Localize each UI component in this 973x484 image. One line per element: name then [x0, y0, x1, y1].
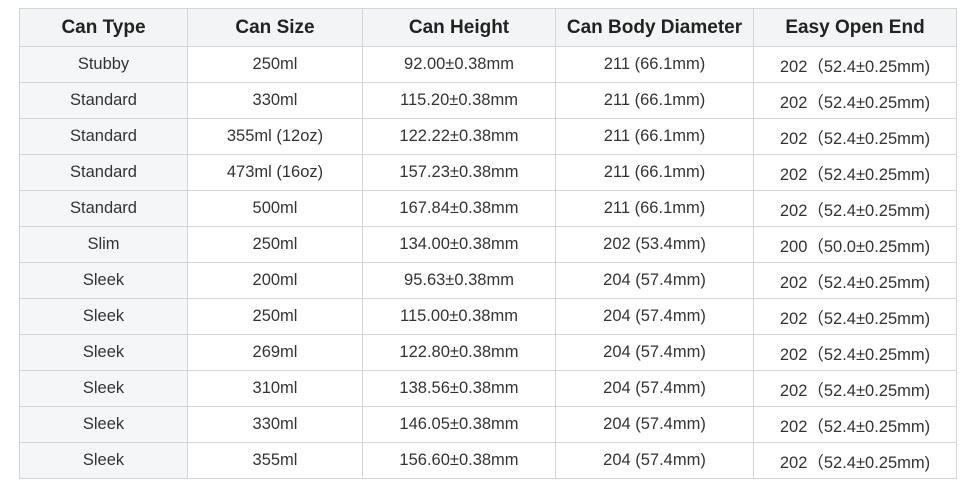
- cell-easy-open-end: 202（52.4±0.25mm): [753, 442, 957, 479]
- cell-can-type: Sleek: [19, 298, 188, 335]
- header-can-size: Can Size: [187, 8, 363, 47]
- cell-easy-open-end: 202（52.4±0.25mm): [753, 46, 957, 83]
- table-row: Sleek 200ml 95.63±0.38mm 204 (57.4mm) 202（52…: [19, 262, 957, 299]
- cell-can-size: 330ml: [187, 406, 363, 443]
- cell-can-body-diameter: 211 (66.1mm): [555, 190, 754, 227]
- cell-can-height: 167.84±0.38mm: [362, 190, 556, 227]
- cell-can-height: 146.05±0.38mm: [362, 406, 556, 443]
- table-row: Sleek 355ml 156.60±0.38mm 204 (57.4mm) 202（5…: [19, 442, 957, 479]
- cell-easy-open-end: 202（52.4±0.25mm): [753, 154, 957, 191]
- cell-can-height: 115.20±0.38mm: [362, 82, 556, 119]
- cell-can-body-diameter: 211 (66.1mm): [555, 46, 754, 83]
- cell-can-size: 250ml: [187, 46, 363, 83]
- cell-can-body-diameter: 204 (57.4mm): [555, 406, 754, 443]
- header-row: Can Type Can Size Can Height Can Body Diame…: [19, 8, 957, 47]
- cell-can-type: Standard: [19, 190, 188, 227]
- cell-easy-open-end: 202（52.4±0.25mm): [753, 298, 957, 335]
- cell-can-height: 92.00±0.38mm: [362, 46, 556, 83]
- cell-easy-open-end: 202（52.4±0.25mm): [753, 190, 957, 227]
- cell-can-type: Slim: [19, 226, 188, 263]
- cell-can-height: 122.22±0.38mm: [362, 118, 556, 155]
- table-row: Standard 473ml (16oz) 157.23±0.38mm 211 (66…: [19, 154, 957, 191]
- cell-can-body-diameter: 204 (57.4mm): [555, 298, 754, 335]
- table-row: Sleek 250ml 115.00±0.38mm 204 (57.4mm) 202（5…: [19, 298, 957, 335]
- cell-can-type: Standard: [19, 118, 188, 155]
- cell-can-height: 95.63±0.38mm: [362, 262, 556, 299]
- cell-easy-open-end: 202（52.4±0.25mm): [753, 262, 957, 299]
- cell-can-size: 473ml (16oz): [187, 154, 363, 191]
- header-easy-open-end: Easy Open End: [753, 8, 957, 47]
- cell-can-body-diameter: 204 (57.4mm): [555, 334, 754, 371]
- cell-can-type: Standard: [19, 154, 188, 191]
- cell-can-type: Stubby: [19, 46, 188, 83]
- cell-can-size: 269ml: [187, 334, 363, 371]
- cell-can-height: 134.00±0.38mm: [362, 226, 556, 263]
- table-row: Sleek 269ml 122.80±0.38mm 204 (57.4mm) 202（5…: [19, 334, 957, 371]
- cell-can-height: 115.00±0.38mm: [362, 298, 556, 335]
- cell-can-size: 330ml: [187, 82, 363, 119]
- cell-can-height: 156.60±0.38mm: [362, 442, 556, 479]
- table-row: Sleek 310ml 138.56±0.38mm 204 (57.4mm) 202（5…: [19, 370, 957, 407]
- cell-can-body-diameter: 211 (66.1mm): [555, 82, 754, 119]
- header-can-type: Can Type: [19, 8, 188, 47]
- table-row: Standard 355ml (12oz) 122.22±0.38mm 211 (66…: [19, 118, 957, 155]
- cell-easy-open-end: 200（50.0±0.25mm): [753, 226, 957, 263]
- cell-easy-open-end: 202（52.4±0.25mm): [753, 334, 957, 371]
- cell-can-type: Sleek: [19, 262, 188, 299]
- cell-can-body-diameter: 204 (57.4mm): [555, 370, 754, 407]
- cell-easy-open-end: 202（52.4±0.25mm): [753, 406, 957, 443]
- cell-can-size: 310ml: [187, 370, 363, 407]
- table-row: Sleek 330ml 146.05±0.38mm 204 (57.4mm) 202（5…: [19, 406, 957, 443]
- cell-can-height: 122.80±0.38mm: [362, 334, 556, 371]
- table-row: Slim 250ml 134.00±0.38mm 202 (53.4mm) 200（50…: [19, 226, 957, 263]
- cell-easy-open-end: 202（52.4±0.25mm): [753, 118, 957, 155]
- cell-can-size: 500ml: [187, 190, 363, 227]
- cell-can-height: 138.56±0.38mm: [362, 370, 556, 407]
- cell-can-size: 200ml: [187, 262, 363, 299]
- cell-can-body-diameter: 204 (57.4mm): [555, 442, 754, 479]
- cell-can-body-diameter: 204 (57.4mm): [555, 262, 754, 299]
- cell-easy-open-end: 202（52.4±0.25mm): [753, 370, 957, 407]
- cell-easy-open-end: 202（52.4±0.25mm): [753, 82, 957, 119]
- cell-can-size: 355ml (12oz): [187, 118, 363, 155]
- cell-can-body-diameter: 211 (66.1mm): [555, 118, 754, 155]
- can-specs-table: Can Type Can Size Can Height Can Body Diame…: [19, 8, 957, 479]
- table-row: Standard 500ml 167.84±0.38mm 211 (66.1mm) 20…: [19, 190, 957, 227]
- cell-can-type: Sleek: [19, 442, 188, 479]
- table-row: Standard 330ml 115.20±0.38mm 211 (66.1mm) 20…: [19, 82, 957, 119]
- cell-can-type: Sleek: [19, 370, 188, 407]
- table-row: Stubby 250ml 92.00±0.38mm 211 (66.1mm) 202（5…: [19, 46, 957, 83]
- cell-can-height: 157.23±0.38mm: [362, 154, 556, 191]
- header-can-body-diameter: Can Body Diameter: [555, 8, 754, 47]
- cell-can-body-diameter: 211 (66.1mm): [555, 154, 754, 191]
- cell-can-type: Standard: [19, 82, 188, 119]
- cell-can-body-diameter: 202 (53.4mm): [555, 226, 754, 263]
- cell-can-size: 250ml: [187, 226, 363, 263]
- cell-can-size: 250ml: [187, 298, 363, 335]
- cell-can-type: Sleek: [19, 406, 188, 443]
- cell-can-size: 355ml: [187, 442, 363, 479]
- cell-can-type: Sleek: [19, 334, 188, 371]
- header-can-height: Can Height: [362, 8, 556, 47]
